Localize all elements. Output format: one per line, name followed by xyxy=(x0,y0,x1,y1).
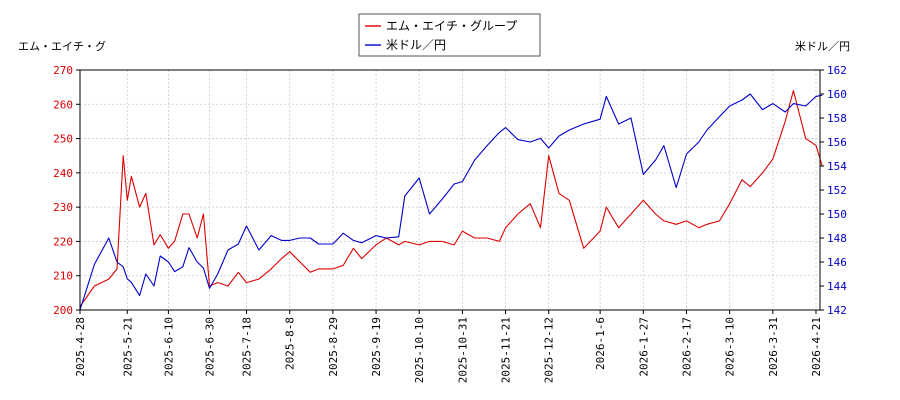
right-axis-title: 米ドル／円 xyxy=(795,40,850,53)
right-tick-label: 154 xyxy=(827,160,847,173)
series-layer xyxy=(79,90,823,311)
right-tick-label: 152 xyxy=(827,184,847,197)
x-tick-label: 2026-2-17 xyxy=(680,317,693,377)
x-tick-label: 2025-11-21 xyxy=(500,317,513,383)
left-tick-label: 260 xyxy=(53,98,73,111)
left-tick-label: 220 xyxy=(53,235,73,248)
x-tick-label: 2025-10-10 xyxy=(413,317,426,383)
legend: エム・エイチ・グループ 米ドル／円 xyxy=(358,13,541,57)
x-tick-label: 2025-10-31 xyxy=(456,317,469,383)
right-tick-label: 142 xyxy=(827,304,847,317)
x-axis: 2025-4-28 2025-5-21 2025-6-10 2025-6-30 2025… xyxy=(74,310,823,383)
left-tick-label: 210 xyxy=(53,270,73,283)
left-tick-label: 270 xyxy=(53,64,73,77)
left-axis-title: エム・エイチ・グ xyxy=(18,39,106,53)
right-tick-label: 162 xyxy=(827,64,847,77)
right-tick-label: 156 xyxy=(827,136,847,149)
right-axis: 142 144 146 148 150 152 154 156 158 160 162 xyxy=(820,64,847,317)
x-tick-label: 2026-4-21 xyxy=(810,317,823,377)
series-line-mh-group xyxy=(79,90,823,307)
legend-box xyxy=(358,13,541,57)
x-tick-label: 2026-1-27 xyxy=(637,317,650,377)
x-tick-label: 2025-7-18 xyxy=(241,317,254,377)
legend-label-usdjpy: 米ドル／円 xyxy=(386,38,446,52)
x-tick-label: 2025-4-28 xyxy=(74,317,87,377)
x-tick-label: 2026-3-10 xyxy=(724,317,737,377)
left-tick-label: 200 xyxy=(53,304,73,317)
x-tick-label: 2025-9-19 xyxy=(370,317,383,377)
left-tick-label: 240 xyxy=(53,167,73,180)
left-tick-label: 230 xyxy=(53,201,73,214)
x-tick-label: 2025-5-21 xyxy=(121,317,134,377)
x-tick-label: 2025-8-8 xyxy=(284,317,297,370)
x-tick-label: 2025-6-10 xyxy=(162,317,175,377)
right-tick-label: 150 xyxy=(827,208,847,221)
x-tick-label: 2026-3-31 xyxy=(767,317,780,377)
right-tick-label: 148 xyxy=(827,232,847,245)
right-tick-label: 144 xyxy=(827,280,847,293)
x-tick-label: 2025-6-30 xyxy=(204,317,217,377)
x-tick-label: 2025-12-12 xyxy=(543,317,556,383)
left-tick-label: 250 xyxy=(53,133,73,146)
right-tick-label: 160 xyxy=(827,88,847,101)
legend-label-mh-group: エム・エイチ・グループ xyxy=(386,19,517,33)
left-axis: 200 210 220 230 240 250 260 270 xyxy=(53,64,80,317)
right-tick-label: 146 xyxy=(827,256,847,269)
right-tick-label: 158 xyxy=(827,112,847,125)
x-tick-label: 2026-1-6 xyxy=(594,317,607,370)
series-line-usdjpy xyxy=(79,93,823,311)
x-tick-label: 2025-8-29 xyxy=(327,317,340,377)
